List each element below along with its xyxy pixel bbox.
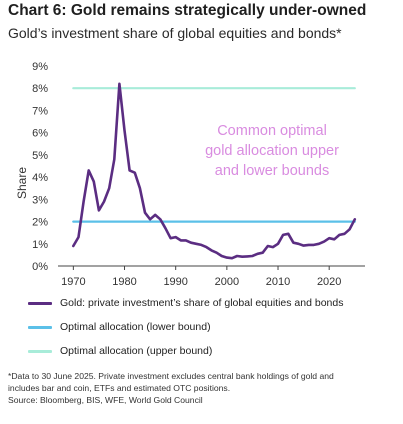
x-tick-label: 1980 — [112, 276, 136, 288]
x-tick-label: 2010 — [266, 276, 290, 288]
annotation-line-2: gold allocation upper — [205, 143, 339, 159]
legend-label-gold: Gold: private investment’s share of glob… — [60, 297, 344, 309]
legend-label-lower-bound: Optimal allocation (lower bound) — [60, 321, 211, 333]
y-tick-label: 1% — [32, 239, 48, 251]
x-tick-label: 1990 — [163, 276, 187, 288]
legend-swatch-gold — [28, 301, 52, 305]
footnote-line-1: *Data to 30 June 2025. Private investmen… — [8, 371, 334, 381]
y-tick-label: 8% — [32, 83, 48, 95]
legend-label-upper-bound: Optimal allocation (upper bound) — [60, 345, 213, 357]
legend-item-lower-bound: Optimal allocation (lower bound) — [28, 321, 211, 333]
y-tick-label: 2% — [32, 217, 48, 229]
x-tick-label: 2020 — [317, 276, 341, 288]
y-tick-label: 5% — [32, 150, 48, 162]
y-tick-label: 9% — [32, 61, 48, 73]
line-chart: 0% 1% 2% 3% 4% 5% 6% 7% 8% 9% 1970 1980 1990 2000 201… — [15, 61, 365, 288]
y-tick-label: 4% — [32, 172, 48, 184]
y-tick-label: 3% — [32, 194, 48, 206]
y-tick-label: 7% — [32, 105, 48, 117]
x-tick-label: 2000 — [215, 276, 239, 288]
x-tick-label: 1970 — [61, 276, 85, 288]
footnote-line-3: Source: Bloomberg, BIS, WFE, World Gold … — [8, 395, 203, 405]
footnote: *Data to 30 June 2025. Private investmen… — [8, 370, 398, 406]
y-tick-label: 6% — [32, 128, 48, 140]
y-axis-label: Share — [15, 167, 29, 199]
chart-subtitle: Gold’s investment share of global equiti… — [8, 25, 342, 41]
annotation-line-1: Common optimal — [217, 123, 327, 139]
footnote-line-2: includes bar and coin, ETFs and estimate… — [8, 383, 231, 393]
annotation-line-3: and lower bounds — [215, 163, 329, 179]
legend-item-upper-bound: Optimal allocation (upper bound) — [28, 345, 212, 357]
series-line-gold — [72, 82, 357, 260]
legend-swatch-lower-bound — [28, 325, 52, 329]
y-tick-label: 0% — [32, 261, 48, 273]
legend-swatch-upper-bound — [28, 349, 52, 353]
legend-item-gold: Gold: private investment’s share of glob… — [28, 297, 343, 309]
chart-title: Chart 6: Gold remains strategically unde… — [8, 2, 367, 19]
